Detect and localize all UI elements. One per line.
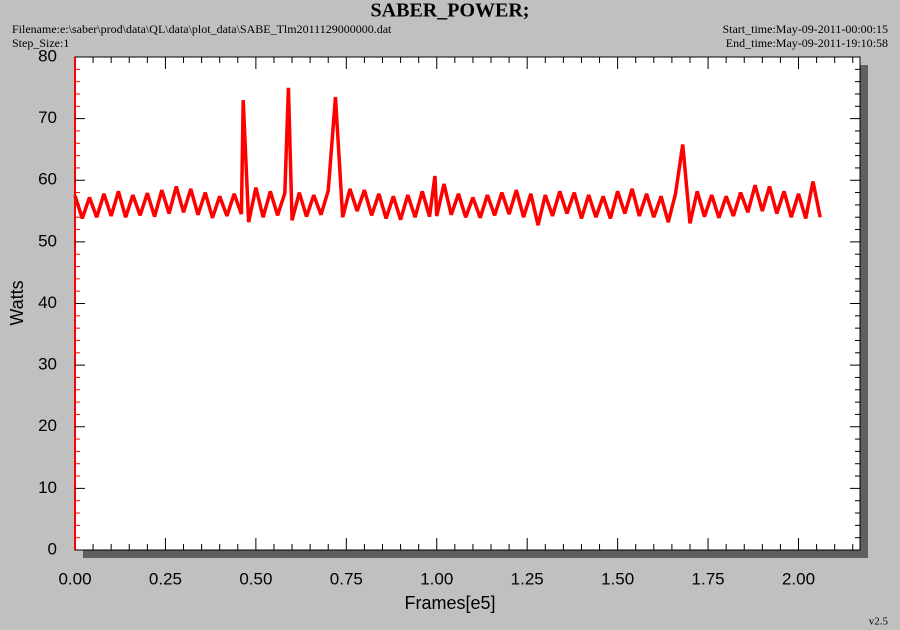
y-tick-label: 0 [48, 539, 57, 558]
y-tick-label: 30 [38, 355, 57, 374]
x-tick-label: 0.00 [58, 569, 91, 588]
y-tick-label: 10 [38, 478, 57, 497]
x-tick-label: 2.00 [782, 569, 815, 588]
y-tick-label: 80 [38, 46, 57, 65]
x-tick-label: 0.50 [239, 569, 272, 588]
y-tick-label: 40 [38, 293, 57, 312]
x-tick-label: 1.75 [692, 569, 725, 588]
plot-area [74, 56, 861, 551]
version: v2.5 [869, 616, 889, 628]
x-tick-label: 0.75 [330, 569, 363, 588]
x-axis-label: Frames[e5] [404, 593, 495, 613]
x-tick-label: 1.00 [420, 569, 453, 588]
x-tick-label: 0.25 [149, 569, 182, 588]
x-tick-label: 1.50 [601, 569, 634, 588]
filename: Filename:e:\saber\prod\data\QL\data\plot… [12, 22, 392, 36]
chart-title: SABER_POWER; [371, 0, 530, 22]
start-time: Start_time:May-09-2011-00:00:15 [722, 22, 888, 36]
y-tick-label: 70 [38, 108, 57, 127]
data-line [73, 87, 822, 226]
x-tick-label: 1.25 [511, 569, 544, 588]
y-tick-label: 60 [38, 170, 57, 189]
end-time: End_time:May-09-2011-19:10:58 [726, 36, 888, 50]
y-tick-label: 50 [38, 231, 57, 250]
y-tick-label: 20 [38, 416, 57, 435]
step-size: Step_Size:1 [12, 36, 69, 50]
y-axis-label: Watts [7, 280, 27, 325]
